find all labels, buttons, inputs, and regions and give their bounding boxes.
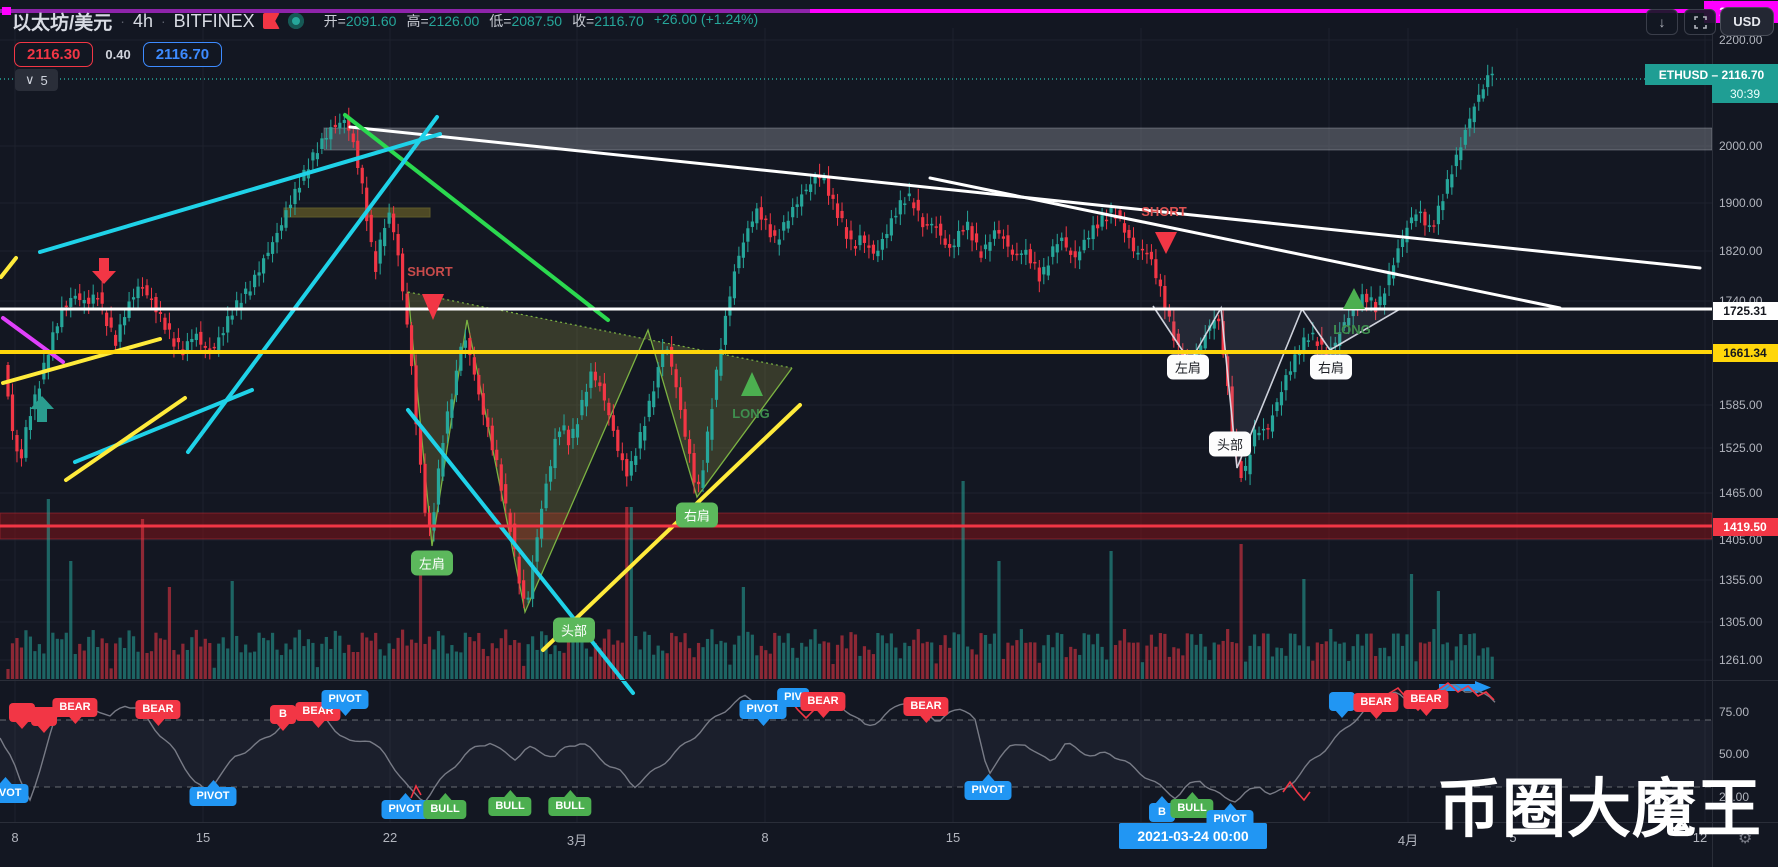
signal-badge-pivot[interactable]: PIVOT <box>0 777 29 803</box>
time-tick-label: 12 <box>1692 830 1708 845</box>
signal-badge-bear[interactable] <box>31 707 57 733</box>
signal-badge-pivot[interactable]: PIVOT <box>381 793 429 819</box>
exchange-label: BITFINEX <box>173 10 255 31</box>
price-tick-label: 75.00 <box>1719 705 1750 719</box>
trade-panel: 2116.30 0.40 2116.70 <box>14 42 223 67</box>
marker-text: LONG <box>732 406 770 421</box>
high-label: 高= <box>406 13 429 29</box>
high-value: 2126.00 <box>428 13 480 29</box>
price-tick-label: 1525.00 <box>1719 441 1763 455</box>
level-price-label: 1419.50 <box>1712 518 1778 536</box>
signal-badge-bull[interactable]: BULL <box>1170 792 1214 818</box>
pattern-label[interactable]: 左肩 <box>1166 354 1210 380</box>
time-tick-label: 5 <box>1509 830 1517 845</box>
price-tick-label: 2000.00 <box>1719 139 1763 153</box>
low-label: 低= <box>489 13 512 29</box>
usd-currency-button[interactable]: USD <box>1720 7 1774 36</box>
symbol-title[interactable]: 以太坊/美元 <box>12 12 113 34</box>
price-tick-label: 1585.00 <box>1719 398 1763 412</box>
close-value: 2116.70 <box>594 13 644 29</box>
gear-icon[interactable]: ⚙ <box>1738 830 1753 847</box>
watermark-text: 币圈大魔王 <box>1437 773 1762 845</box>
pattern-label[interactable]: 右肩 <box>1309 354 1353 380</box>
separator-dot: · <box>120 13 125 29</box>
price-tick-label: 1355.00 <box>1719 573 1763 587</box>
scroll-to-latest-button[interactable]: ↓ <box>1646 9 1678 35</box>
signal-badge-pivot[interactable]: PIVOT <box>321 690 369 716</box>
time-tick-label: 15 <box>195 830 211 845</box>
pattern-label[interactable]: 头部 <box>552 617 596 643</box>
pane-divider[interactable] <box>0 680 1778 681</box>
signal-badge-b[interactable]: B <box>1149 796 1175 822</box>
signal-badge-bear[interactable]: BEAR <box>800 692 846 718</box>
close-label: 收= <box>572 13 595 29</box>
signal-badge-pivot[interactable]: PIVOT <box>189 780 237 806</box>
down-arrow-icon: ↓ <box>1658 14 1666 30</box>
price-tick-label: 1261.00 <box>1719 653 1763 667</box>
buy-button[interactable]: 2116.70 <box>142 42 223 67</box>
signal-badge-bear[interactable]: BEAR <box>1353 693 1399 719</box>
level-price-label: 1725.31 <box>1712 302 1778 320</box>
marker-text: SHORT <box>407 264 453 279</box>
bar-countdown: 30:39 <box>1712 85 1778 103</box>
pattern-label[interactable]: 右肩 <box>675 502 719 528</box>
object-tree-collapse-button[interactable]: ∨ 5 <box>15 69 58 91</box>
pattern-label[interactable]: 头部 <box>1208 431 1252 457</box>
status-dot-icon[interactable] <box>287 13 304 29</box>
signal-badge-bull[interactable]: BULL <box>423 793 467 819</box>
ohlc-readout: 开=2091.60 高=2126.00 低=2087.50 收=2116.70 … <box>324 11 758 31</box>
signal-badge-b[interactable]: B <box>270 705 296 731</box>
maximize-icon <box>1693 15 1707 29</box>
signal-badge-pivot[interactable]: PIVOT <box>964 774 1012 800</box>
price-tick-label: 1900.00 <box>1719 196 1763 210</box>
drawing-count: 5 <box>40 72 48 88</box>
signal-badge-bull[interactable]: BULL <box>548 790 592 816</box>
level-price-label: 1661.34 <box>1712 344 1778 362</box>
marker-text: LONG <box>1333 322 1371 337</box>
price-tick-label: 1820.00 <box>1719 244 1763 258</box>
price-tick-label: 1305.00 <box>1719 615 1763 629</box>
time-tick-label: 4月 <box>1397 833 1419 848</box>
sell-button[interactable]: 2116.30 <box>14 42 94 67</box>
low-value: 2087.50 <box>511 13 563 29</box>
flag-icon[interactable] <box>262 13 280 29</box>
maximize-pane-button[interactable] <box>1684 9 1716 35</box>
current-price-label: ETHUSD – 2116.70 <box>1645 64 1778 85</box>
change-value: +26.00 (+1.24%) <box>653 11 759 27</box>
pattern-label[interactable]: 左肩 <box>410 550 454 576</box>
open-label: 开= <box>323 13 346 29</box>
time-tick-label: 3月 <box>566 833 588 848</box>
price-tick-label: 50.00 <box>1719 747 1750 761</box>
chevron-down-icon: ∨ <box>25 72 35 87</box>
signal-badge-bear[interactable]: BEAR <box>52 698 98 724</box>
signal-badge-bear[interactable]: BEAR <box>135 700 181 726</box>
interval-label[interactable]: 4h <box>132 10 153 31</box>
spread-value: 0.40 <box>105 47 131 62</box>
price-tick-label: 25.00 <box>1719 790 1750 804</box>
signal-badge-pivot[interactable]: PIVOT <box>739 700 787 726</box>
price-tick-label: 1405.00 <box>1719 533 1763 547</box>
signal-badge-bear[interactable]: BEAR <box>903 697 949 723</box>
signal-badge-bear[interactable] <box>9 703 35 729</box>
time-tick-label: 15 <box>945 830 961 845</box>
signal-badge-bull[interactable]: BULL <box>488 790 532 816</box>
time-tick-label: 8 <box>11 830 19 845</box>
chart-header: 以太坊/美元 · 4h · BITFINEX 开=2091.60 高=2126.… <box>12 8 758 34</box>
signal-badge-pivot[interactable]: PIVOT <box>1206 803 1254 829</box>
marker-text: SHORT <box>1141 204 1187 219</box>
signal-badge-pivot[interactable] <box>1329 692 1355 718</box>
open-value: 2091.60 <box>345 13 397 29</box>
time-tick-label: 8 <box>761 830 769 845</box>
price-axis-separator[interactable] <box>1712 0 1713 867</box>
price-tick-label: 1465.00 <box>1719 486 1763 500</box>
price-tick-label: 2200.00 <box>1719 33 1763 47</box>
signal-badge-bear[interactable]: BEAR <box>1403 690 1449 716</box>
separator-dot: · <box>160 13 166 29</box>
time-tick-label: 22 <box>382 830 398 845</box>
